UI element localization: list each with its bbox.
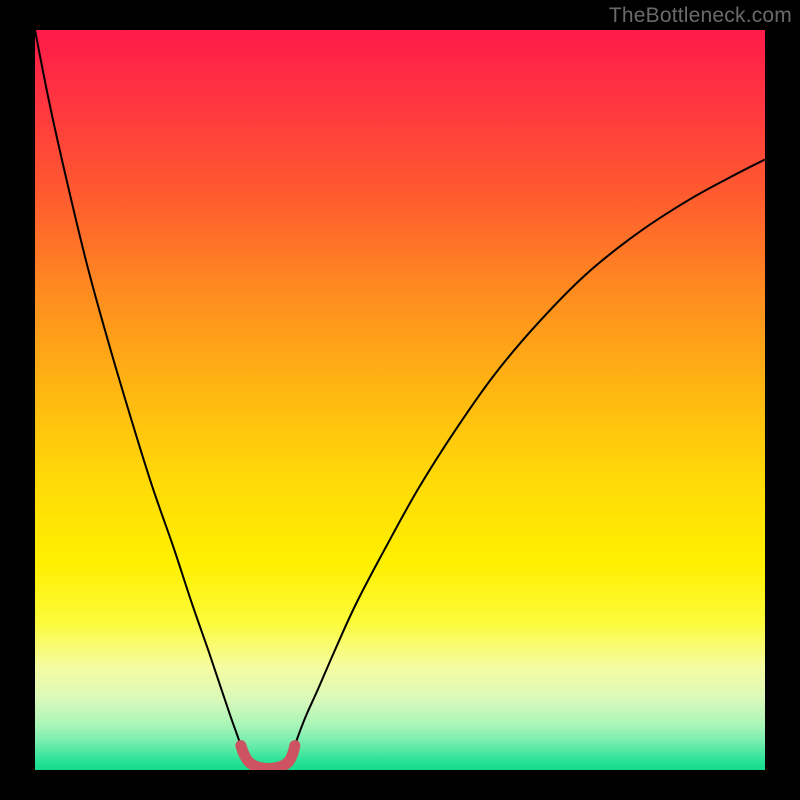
- chart-container: TheBottleneck.com: [0, 0, 800, 800]
- watermark-text: TheBottleneck.com: [609, 4, 792, 28]
- plot-area: [35, 30, 765, 770]
- bottleneck-curve-svg: [35, 30, 765, 770]
